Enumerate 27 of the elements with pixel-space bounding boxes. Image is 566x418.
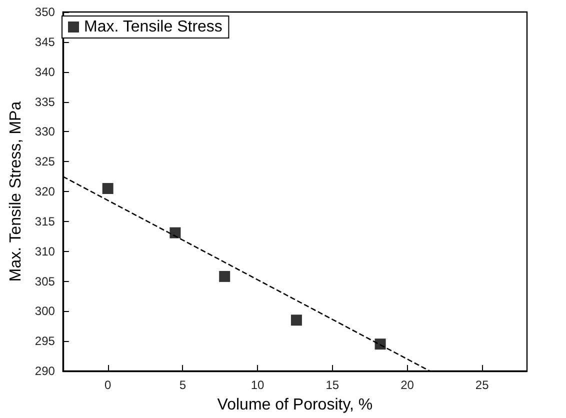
x-tick-label: 15 — [326, 378, 340, 392]
x-tick-label: 25 — [475, 378, 490, 392]
y-tick-label: 310 — [34, 244, 56, 258]
y-tick-label: 290 — [34, 364, 56, 378]
legend-label: Max. Tensile Stress — [84, 18, 222, 36]
point — [374, 338, 386, 350]
y-tick-label: 335 — [34, 94, 56, 109]
y-tick-label: 330 — [34, 124, 56, 139]
y-tick-label: 345 — [34, 34, 56, 49]
x-tick-label: 20 — [400, 378, 414, 392]
y-tick-label: 300 — [34, 304, 56, 318]
point — [290, 314, 302, 326]
y-axis-title: Max. Tensile Stress, MPa — [8, 101, 24, 282]
y-tick-label: 325 — [34, 154, 56, 169]
y-tick-label: 305 — [34, 274, 56, 288]
y-tick-label: 295 — [34, 334, 56, 348]
point — [219, 270, 230, 282]
point — [102, 183, 114, 194]
y-tick-label: 340 — [34, 64, 56, 79]
point — [170, 227, 181, 238]
y-tick-label: 350 — [34, 5, 56, 19]
x-axis-title: Volume of Porosity, % — [217, 396, 373, 414]
y-tick-label: 320 — [34, 184, 56, 198]
y-tick-label: 315 — [34, 214, 56, 228]
x-tick-label: 10 — [250, 378, 265, 392]
x-tick-label: 0 — [104, 378, 112, 392]
x-tick-label: 5 — [179, 378, 186, 392]
